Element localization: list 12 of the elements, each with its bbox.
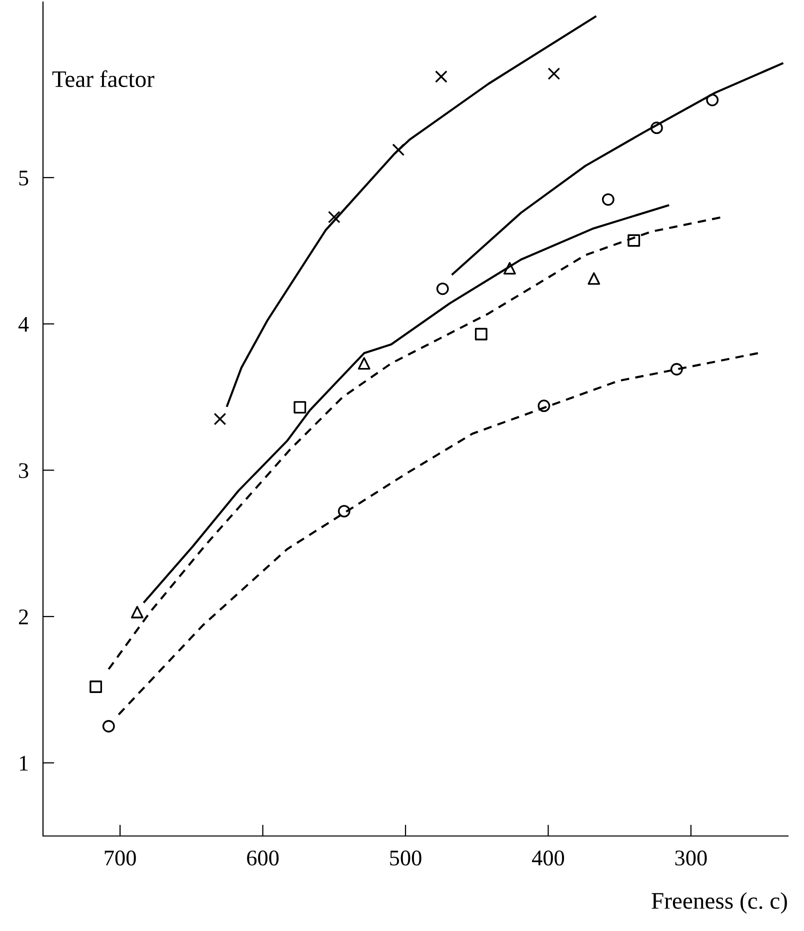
x-tick-label: 600 (247, 850, 279, 866)
x-axis-title: Freeness (c. c) (652, 892, 787, 914)
x-tick-label: 300 (675, 850, 707, 866)
y-axis-title: Tear factor (52, 70, 154, 88)
x-tick-label: 700 (104, 850, 136, 866)
y-tick-label: 5 (19, 170, 28, 186)
y-tick-label: 2 (18, 610, 28, 624)
x-tick-label: 400 (532, 850, 564, 866)
y-tick-label: 3 (19, 463, 28, 478)
y-tick-label: 1 (20, 756, 28, 771)
y-tick-label: 4 (18, 316, 29, 332)
x-tick-label: 500 (390, 850, 422, 866)
